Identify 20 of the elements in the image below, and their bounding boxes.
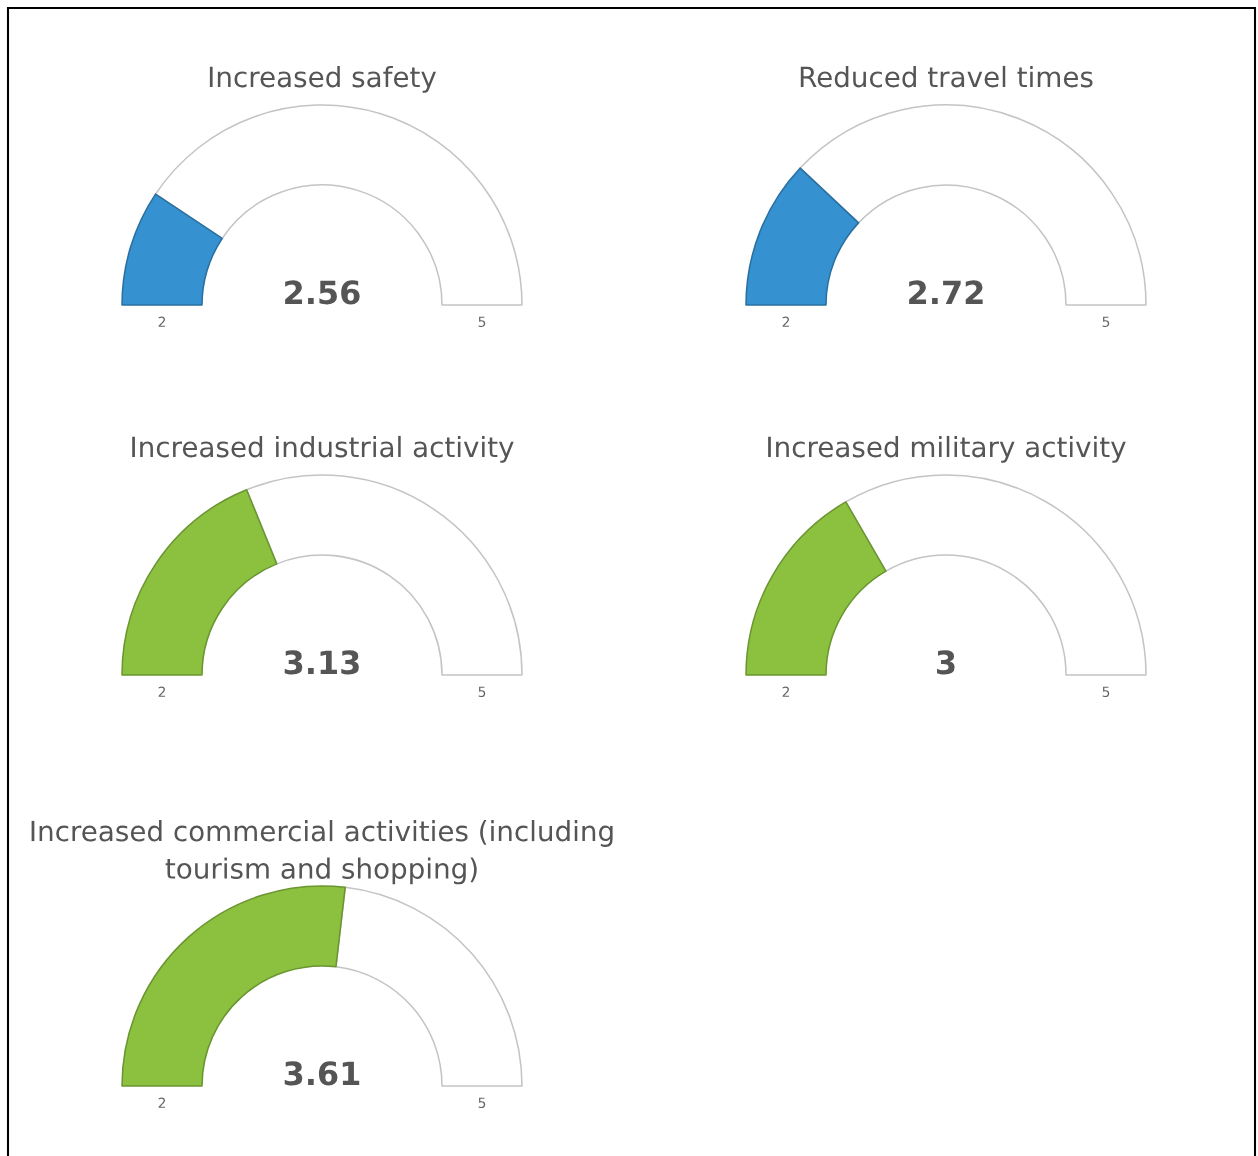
text: 2 (158, 686, 166, 697)
chart-title: Reduced travel times (800, 65, 1093, 88)
chart-title: Increased military activity (768, 435, 1126, 463)
text: 5 (1102, 686, 1110, 698)
text: 2 (782, 316, 790, 327)
text: 2 (158, 316, 166, 327)
chart-title: Increased industrial activity (132, 435, 514, 463)
text: 3.13 (284, 650, 359, 675)
text: 2 (158, 1097, 166, 1108)
text: 5 (478, 686, 486, 698)
text: 5 (478, 1097, 486, 1109)
text: 2.56 (285, 280, 360, 305)
text: 3.61 (284, 1061, 360, 1086)
chart-title: Increased safety (209, 65, 437, 93)
text: 2 (782, 686, 790, 697)
text: 3 (937, 650, 955, 675)
text: 5 (1102, 316, 1110, 328)
chart-title: Increased commercial activities (including tourism and shopping) (31, 820, 613, 885)
text: 5 (478, 316, 486, 328)
text: 2.72 (909, 280, 983, 304)
